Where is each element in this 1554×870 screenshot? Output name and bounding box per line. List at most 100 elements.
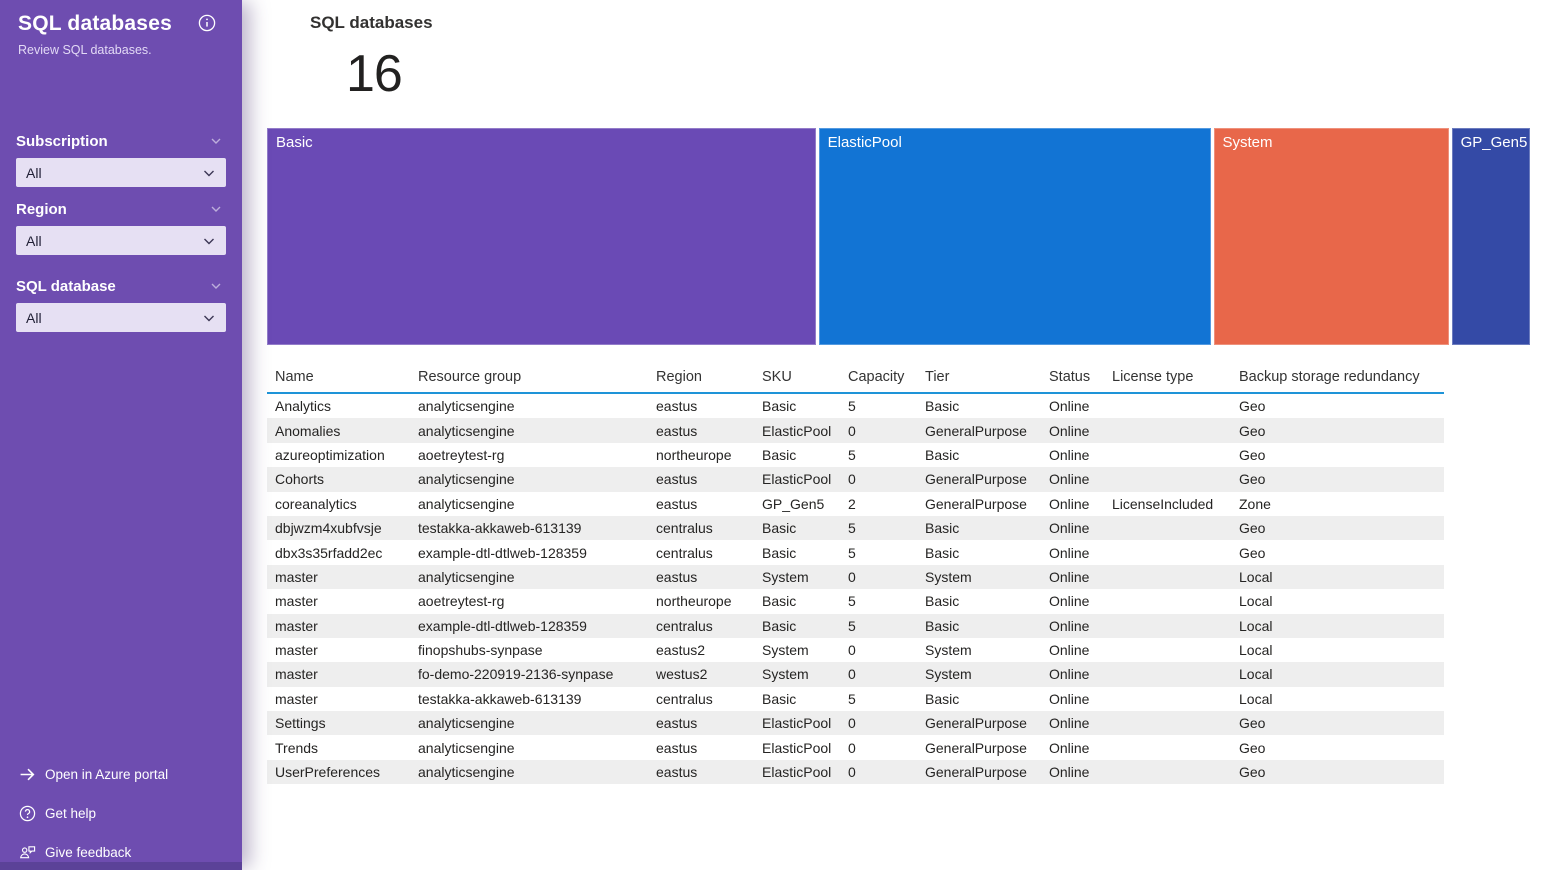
- column-header-license-type[interactable]: License type: [1112, 369, 1194, 385]
- table-row[interactable]: Trends analyticsengine eastus ElasticPool 0 G…: [267, 735, 1444, 759]
- treemap-segment-label: System: [1222, 134, 1273, 151]
- table-cell: Geo: [1239, 544, 1266, 561]
- table-row[interactable]: master aoetreytest-rg northeurope Basic 5 Bas…: [267, 589, 1444, 613]
- filter-group-sql-database: SQL database All: [16, 276, 226, 332]
- table-row[interactable]: master finopshubs-synpase eastus2 System 0 Sy…: [267, 638, 1444, 662]
- data-grid: Name Resource group Region SKU Capacity Tier S…: [267, 362, 1444, 785]
- table-cell: centralus: [656, 544, 713, 561]
- column-header-backup-storage-redundancy[interactable]: Backup storage redundancy: [1239, 369, 1420, 385]
- table-cell: Online: [1049, 715, 1090, 732]
- table-cell: Online: [1049, 446, 1090, 463]
- column-header-region[interactable]: Region: [656, 369, 702, 385]
- table-cell: ElasticPool: [762, 422, 832, 439]
- sidebar: SQL databases Review SQL databases. Subs…: [0, 0, 242, 870]
- table-cell: fo-demo-220919-2136-synpase: [418, 666, 614, 683]
- table-cell: aoetreytest-rg: [418, 593, 505, 610]
- sidebar-links: Open in Azure portal Get help Give feedb…: [18, 762, 232, 870]
- table-cell: Geo: [1239, 471, 1266, 488]
- table-cell: GeneralPurpose: [925, 764, 1027, 781]
- column-header-resource-group[interactable]: Resource group: [418, 369, 522, 385]
- table-cell: Basic: [925, 544, 960, 561]
- table-cell: Online: [1049, 568, 1090, 585]
- table-cell: eastus: [656, 471, 698, 488]
- table-cell: eastus: [656, 715, 698, 732]
- table-row[interactable]: dbjwzm4xubfvsje testakka-akkaweb-613139 ce…: [267, 515, 1444, 541]
- table-row[interactable]: Cohorts analyticsengine eastus ElasticPool 0…: [267, 467, 1444, 492]
- chevron-down-icon[interactable]: [210, 135, 222, 147]
- treemap-segment-elasticpool[interactable]: ElasticPool: [818, 128, 1211, 345]
- table-cell: Online: [1049, 544, 1090, 561]
- table-cell: GeneralPurpose: [925, 739, 1027, 756]
- table-cell: example-dtl-dtlweb-128359: [418, 544, 587, 561]
- table-row[interactable]: master example-dtl-dtlweb-128359 centralus…: [267, 613, 1444, 638]
- chevron-down-icon[interactable]: [210, 203, 222, 215]
- table-row[interactable]: master testakka-akkaweb-613139 centralus Ba…: [267, 687, 1444, 711]
- filter-label-row: Region: [16, 199, 226, 219]
- table-cell: Anomalies: [275, 422, 341, 439]
- table-cell: 0: [848, 764, 856, 781]
- filter-label: SQL database: [16, 277, 116, 295]
- table-cell: aoetreytest-rg: [418, 446, 505, 463]
- table-cell: 0: [848, 739, 856, 756]
- treemap-segment-label: ElasticPool: [827, 134, 902, 151]
- treemap-segment-system[interactable]: System: [1213, 128, 1449, 345]
- table-row[interactable]: azureoptimization aoetreytest-rg northeuro…: [267, 443, 1444, 467]
- table-row[interactable]: coreanalytics analyticsengine eastus GP_Gen…: [267, 492, 1444, 516]
- chevron-down-icon: [202, 234, 216, 248]
- sidebar-link-get-help[interactable]: Get help: [18, 801, 232, 825]
- table-cell: Online: [1049, 666, 1090, 683]
- sidebar-link-open-in-azure-portal[interactable]: Open in Azure portal: [18, 762, 232, 786]
- table-cell: 0: [848, 715, 856, 732]
- table-row[interactable]: Settings analyticsengine eastus ElasticPool…: [267, 711, 1444, 736]
- table-cell: westus2: [656, 666, 708, 683]
- treemap-segment-basic[interactable]: Basic: [267, 128, 816, 345]
- table-cell: 0: [848, 568, 856, 585]
- chevron-down-icon[interactable]: [210, 280, 222, 292]
- table-row[interactable]: Anomalies analyticsengine eastus ElasticPoo…: [267, 418, 1444, 443]
- table-cell: eastus: [656, 398, 698, 415]
- table-row[interactable]: UserPreferences analyticsengine eastus Elas…: [267, 759, 1444, 785]
- table-cell: Geo: [1239, 446, 1266, 463]
- treemap-segment-gp-gen5[interactable]: GP_Gen5: [1451, 128, 1530, 345]
- table-cell: System: [925, 642, 972, 659]
- column-header-tier[interactable]: Tier: [925, 369, 950, 385]
- info-icon[interactable]: [198, 14, 216, 32]
- table-cell: analyticsengine: [418, 739, 515, 756]
- filter-select[interactable]: All: [16, 226, 226, 255]
- table-cell: ElasticPool: [762, 764, 832, 781]
- chevron-down-icon: [202, 166, 216, 180]
- table-cell: Basic: [762, 520, 797, 537]
- page-title: SQL databases: [310, 13, 433, 32]
- table-cell: GP_Gen5: [762, 495, 825, 512]
- filter-select[interactable]: All: [16, 158, 226, 187]
- table-cell: analyticsengine: [418, 471, 515, 488]
- table-cell: centralus: [656, 520, 713, 537]
- table-row[interactable]: master fo-demo-220919-2136-synpase westus2…: [267, 662, 1444, 687]
- table-row[interactable]: dbx3s35rfadd2ec example-dtl-dtlweb-128359…: [267, 540, 1444, 564]
- sidebar-title-row: SQL databases: [18, 12, 226, 36]
- table-cell: Geo: [1239, 764, 1266, 781]
- sidebar-subtitle: Review SQL databases.: [18, 43, 152, 57]
- filter-select[interactable]: All: [16, 303, 226, 332]
- sidebar-link-give-feedback[interactable]: Give feedback: [18, 840, 232, 864]
- sidebar-scrollbar[interactable]: [0, 862, 242, 870]
- table-cell: Online: [1049, 471, 1090, 488]
- metric-value: 16: [346, 45, 403, 103]
- column-header-name[interactable]: Name: [275, 369, 314, 385]
- table-cell: Basic: [925, 690, 960, 707]
- table-cell: Local: [1239, 568, 1273, 585]
- table-cell: analyticsengine: [418, 764, 515, 781]
- table-cell: Geo: [1239, 715, 1266, 732]
- column-header-sku[interactable]: SKU: [762, 369, 792, 385]
- table-cell: Basic: [762, 398, 797, 415]
- sidebar-link-label: Get help: [45, 805, 97, 821]
- table-cell: 0: [848, 471, 856, 488]
- treemap-segment-label: Basic: [276, 134, 313, 151]
- column-header-capacity[interactable]: Capacity: [848, 369, 905, 385]
- table-cell: Geo: [1239, 739, 1266, 756]
- column-header-status[interactable]: Status: [1049, 369, 1091, 385]
- table-cell: System: [925, 568, 972, 585]
- table-row[interactable]: Analytics analyticsengine eastus Basic 5 Basi…: [267, 394, 1444, 418]
- table-cell: coreanalytics: [275, 495, 357, 512]
- table-row[interactable]: master analyticsengine eastus System 0 System…: [267, 564, 1444, 590]
